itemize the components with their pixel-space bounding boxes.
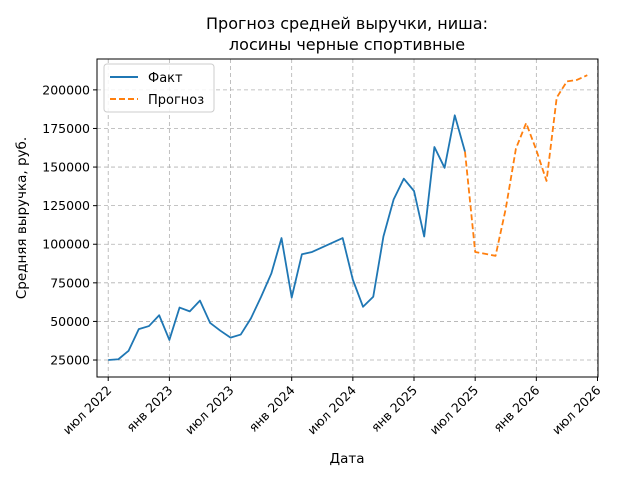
y-tick-label: 25000 xyxy=(50,353,90,368)
y-tick-label: 100000 xyxy=(42,237,90,252)
y-tick-label: 125000 xyxy=(42,198,90,213)
chart-title-line-1: Прогноз средней выручки, ниша: xyxy=(206,14,488,33)
x-axis-label: Дата xyxy=(330,451,365,467)
chart-title-line-2: лосины черные спортивные xyxy=(229,35,465,54)
y-tick-label: 75000 xyxy=(50,275,90,290)
y-axis: 25000 50000 75000 100000 125000 150000 175000 2… xyxy=(42,82,97,368)
y-tick-label: 175000 xyxy=(42,121,90,136)
series-line-fact xyxy=(108,114,466,361)
series-layer xyxy=(108,74,588,361)
y-tick-label: 150000 xyxy=(42,160,90,175)
y-tick-label: 200000 xyxy=(42,82,90,97)
series-line-forecast xyxy=(464,74,588,257)
y-tick-label: 50000 xyxy=(50,314,90,329)
legend-label-fact: Факт xyxy=(148,71,183,86)
plot-frame xyxy=(96,58,599,378)
legend: Факт Прогноз xyxy=(103,63,215,113)
y-axis-label: Средняя выручка, руб. xyxy=(14,137,30,299)
legend-label-forecast: Прогноз xyxy=(148,93,204,108)
